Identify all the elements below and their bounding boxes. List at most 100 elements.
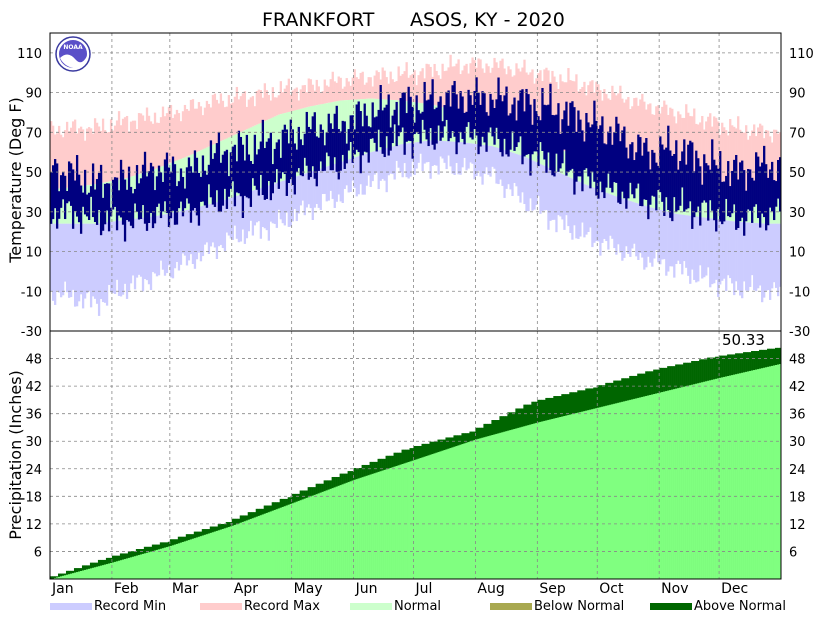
record-max-bar (51, 125, 55, 189)
observed-temp-bar (189, 166, 193, 223)
precip-normal-bar (365, 475, 368, 579)
observed-temp-bar (721, 181, 724, 225)
record-min-bar (777, 223, 780, 297)
precip-normal-bar (409, 461, 412, 579)
record-max-bar (145, 107, 149, 172)
legend-label: Normal (394, 599, 441, 614)
observed-temp-bar (485, 112, 488, 152)
precip-normal-bar (415, 459, 418, 579)
record-max-bar (591, 80, 594, 164)
record-min-bar (663, 210, 666, 260)
precip-normal-bar (697, 383, 700, 579)
record-min-bar (409, 143, 412, 177)
precip-normal-bar (593, 408, 596, 579)
record-min-bar (243, 193, 247, 244)
record-max-bar (101, 118, 105, 183)
precip-normal-bar (343, 483, 346, 579)
temp-tick-label-left: 50 (25, 166, 42, 181)
precip-normal-bar (315, 494, 318, 579)
record-max-bar (77, 128, 81, 187)
precip-normal-bar (635, 398, 638, 579)
observed-temp-bar (581, 130, 584, 192)
precip-normal-bar (57, 576, 61, 579)
record-min-bar (665, 211, 668, 276)
record-min-bar (779, 223, 782, 287)
observed-temp-bar (519, 90, 522, 137)
normal-bar (753, 190, 756, 223)
observed-temp-bar (397, 125, 400, 137)
record-min-bar (453, 141, 456, 175)
record-max-bar (305, 92, 308, 108)
record-min-bar (607, 193, 610, 250)
record-min-bar (495, 147, 498, 184)
record-min-bar (751, 222, 754, 276)
observed-temp-bar (735, 154, 738, 230)
record-min-bar (695, 216, 698, 283)
record-min-bar (385, 148, 388, 193)
record-min-bar (603, 191, 606, 239)
record-max-bar (597, 84, 600, 166)
record-max-bar (713, 116, 716, 191)
observed-temp-bar (707, 165, 710, 221)
observed-temp-bar (185, 167, 189, 199)
record-min-bar (315, 169, 318, 205)
record-max-bar (167, 106, 171, 164)
observed-temp-bar (399, 98, 402, 133)
precip-normal-bar (89, 568, 93, 579)
record-min-bar (563, 174, 566, 230)
observed-temp-bar (639, 137, 642, 206)
precip-normal-bar (451, 447, 454, 579)
record-min-bar (205, 204, 209, 243)
record-max-bar (511, 76, 514, 129)
precip-normal-bar (493, 434, 496, 579)
normal-bar (705, 189, 708, 218)
observed-temp-bar (583, 141, 586, 170)
record-max-bar (627, 97, 630, 176)
precip-normal-bar (707, 380, 710, 579)
record-min-bar (77, 223, 81, 302)
normal-bar (367, 98, 370, 153)
record-max-bar (673, 116, 676, 186)
precip-normal-bar (241, 521, 245, 579)
precip-normal-bar (163, 547, 167, 579)
record-min-bar (693, 216, 696, 280)
observed-temp-bar (559, 133, 562, 169)
record-max-bar (743, 132, 746, 192)
precip-normal-bar (85, 569, 89, 579)
record-max-bar (699, 122, 702, 190)
precip-normal-bar (69, 573, 73, 579)
record-max-bar (209, 107, 213, 146)
observed-temp-bar (77, 174, 81, 223)
observed-temp-bar (223, 151, 227, 189)
observed-temp-bar (555, 114, 558, 154)
record-max-bar (425, 63, 428, 104)
record-min-bar (675, 213, 678, 265)
precip-normal-bar (219, 529, 223, 579)
record-min-bar (289, 178, 292, 227)
precip-normal-bar (471, 440, 474, 579)
observed-temp-bar (719, 151, 722, 222)
record-min-bar (179, 211, 183, 265)
observed-temp-bar (607, 131, 610, 174)
observed-temp-bar (489, 93, 492, 128)
record-max-bar (721, 122, 724, 192)
observed-temp-bar (643, 142, 646, 200)
observed-temp-bar (491, 99, 494, 137)
record-min-bar (689, 215, 692, 284)
normal-bar (615, 172, 618, 197)
record-max-bar (419, 71, 422, 104)
observed-temp-bar (165, 152, 169, 214)
record-max-bar (215, 99, 219, 144)
record-max-bar (319, 92, 322, 105)
record-max-bar (767, 130, 770, 190)
precip-normal-bar (127, 557, 131, 579)
precip-normal-bar (597, 407, 600, 579)
precip-normal-bar (521, 426, 524, 579)
precip-normal-bar (703, 381, 706, 579)
record-min-bar (653, 208, 656, 259)
precip-normal-bar (677, 388, 680, 579)
record-max-bar (187, 110, 191, 156)
observed-temp-bar (667, 125, 670, 211)
observed-temp-bar (463, 112, 466, 145)
record-min-bar (231, 197, 235, 240)
